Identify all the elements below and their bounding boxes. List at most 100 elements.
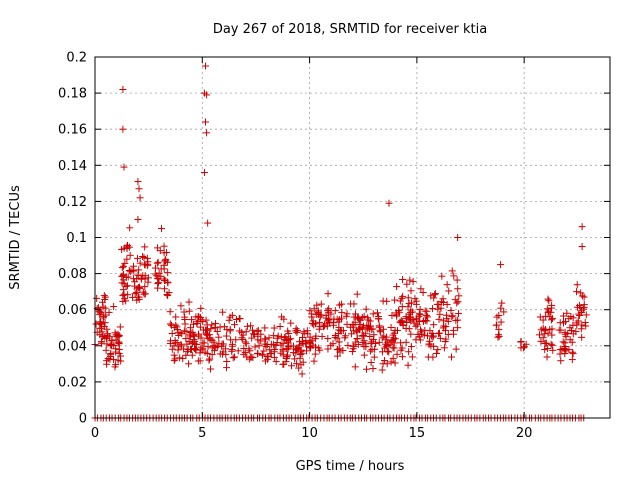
data-point [430, 294, 438, 302]
data-point [438, 272, 446, 280]
data-point [336, 327, 344, 335]
data-point [425, 340, 433, 348]
y-tick-label: 0 [79, 412, 87, 427]
data-point [375, 338, 383, 346]
data-point [226, 326, 234, 334]
data-point [208, 351, 216, 359]
data-point [316, 313, 324, 321]
data-point [248, 334, 256, 342]
data-point [409, 278, 417, 286]
x-axis-label: GPS time / hours [296, 459, 405, 474]
data-point [170, 357, 178, 365]
axis-ticks: 0 0.02 0.04 0.06 0.08 0.1 0.12 0.14 0.16 0.18 0.2 0… [58, 51, 610, 441]
data-point [436, 310, 444, 318]
data-point [572, 328, 580, 336]
data-point [118, 264, 126, 272]
data-point [442, 335, 450, 343]
data-point [399, 321, 407, 329]
data-point [196, 323, 204, 331]
data-point [247, 322, 255, 330]
data-point [455, 292, 463, 300]
data-point [543, 353, 551, 361]
data-point [578, 321, 586, 329]
data-point [126, 268, 134, 276]
data-point [93, 294, 101, 302]
data-point [324, 317, 332, 325]
data-point [177, 302, 185, 310]
data-point [549, 346, 557, 354]
data-point [182, 351, 190, 359]
data-point [381, 344, 389, 352]
data-point [349, 323, 357, 331]
data-point [131, 290, 139, 298]
data-point [360, 351, 368, 359]
data-point [412, 322, 420, 330]
data-point [308, 310, 316, 318]
data-point [141, 243, 149, 251]
data-point [180, 308, 188, 316]
data-point [311, 320, 319, 328]
data-point [369, 310, 377, 318]
data-point [387, 323, 395, 331]
data-point [447, 353, 455, 361]
data-point [449, 312, 457, 320]
data-point [206, 334, 214, 342]
data-point [302, 337, 310, 345]
data-point [440, 344, 448, 352]
data-point [270, 324, 278, 332]
y-axis-label: SRMTID / TECUs [8, 185, 23, 290]
data-point [562, 347, 570, 355]
data-point [300, 328, 308, 336]
data-point [126, 224, 134, 232]
data-point [319, 323, 327, 331]
data-point [407, 306, 415, 314]
data-point [158, 224, 166, 232]
data-point [447, 306, 455, 314]
data-point [104, 330, 112, 338]
data-point [367, 359, 375, 367]
data-points [91, 62, 590, 422]
data-point [283, 345, 291, 353]
data-point [421, 307, 429, 315]
data-point [331, 332, 339, 340]
data-point [578, 223, 586, 231]
data-point [344, 341, 352, 349]
y-tick-label: 0.08 [58, 267, 87, 282]
data-point [360, 331, 368, 339]
data-point [387, 358, 395, 366]
data-point [559, 338, 567, 346]
data-point [580, 293, 588, 301]
data-point [287, 319, 295, 327]
data-point [136, 259, 144, 267]
data-point [338, 308, 346, 316]
data-point [405, 299, 413, 307]
data-point [353, 334, 361, 342]
data-point [180, 327, 188, 335]
data-point [393, 350, 401, 358]
data-point [168, 329, 176, 337]
data-point [273, 334, 281, 342]
data-point [545, 297, 553, 305]
data-point [302, 347, 310, 355]
data-point [199, 317, 207, 325]
data-point [568, 338, 576, 346]
data-point [450, 272, 458, 280]
data-point [232, 336, 240, 344]
data-point [215, 333, 223, 341]
data-point [135, 295, 143, 303]
data-point [427, 342, 435, 350]
data-point [297, 348, 305, 356]
data-point [293, 360, 301, 368]
data-point [391, 335, 399, 343]
data-point [164, 292, 172, 300]
data-point [378, 366, 386, 374]
data-point [548, 341, 556, 349]
data-point [231, 321, 239, 329]
data-point [119, 85, 127, 93]
data-point [118, 279, 126, 287]
data-point [548, 331, 556, 339]
data-point [434, 305, 442, 313]
data-point [235, 314, 243, 322]
data-point [141, 272, 149, 280]
data-point [120, 163, 128, 171]
